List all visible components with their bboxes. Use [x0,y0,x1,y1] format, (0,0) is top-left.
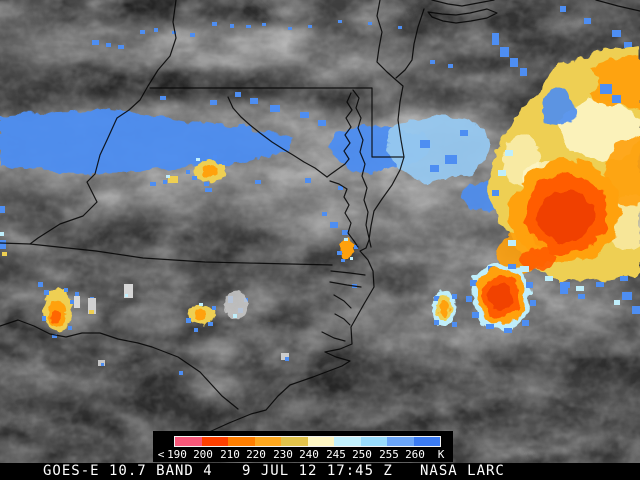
credit-label: NASA LARC [420,463,505,479]
connecticut-coast [431,0,495,7]
pennsylvania-westvirginia-border [29,0,177,245]
scale-segment [201,437,228,446]
chesapeake-west-shore [326,92,353,178]
tick-label: 190 [167,448,187,461]
tick-label: 210 [220,448,240,461]
chesapeake-west-shore-south [329,180,359,248]
virginia-southern-border [0,242,333,266]
delaware-river-delmarva-coast [365,0,405,249]
chesapeake-east-shore [352,89,372,248]
tick-label: < [157,448,165,461]
scale-segment [413,437,440,446]
tick-label: 200 [193,448,213,461]
tick-label: 245 [326,448,346,461]
mason-dixon-delaware-border [149,87,405,158]
scale-segment [175,437,202,446]
satellite-map [0,0,640,463]
tick-label: 230 [273,448,293,461]
temperature-scale-legend: < 190 200 210 220 230 240 245 250 255 26… [153,431,453,462]
north-carolina-cells [42,284,289,366]
west-virginia-cell [163,155,227,186]
scale-segment [360,437,387,446]
timestamp-label: 9 JUL 12 17:45 Z [242,463,393,479]
long-island [427,8,498,24]
potomac-river-border [227,96,328,178]
outer-banks-coastline [167,247,375,459]
temperature-tick-labels: < 190 200 210 220 230 240 245 250 255 26… [153,448,453,461]
tick-label: 260 [405,448,425,461]
tick-label: 240 [299,448,319,461]
tick-label: 220 [246,448,266,461]
cold-cloud-band-blue [0,6,640,375]
pamlico-sound-shores [321,294,352,342]
scale-segment [334,437,361,446]
tick-label-unit: K [437,448,445,461]
new-jersey-coast [395,8,425,79]
scale-segment [281,437,308,446]
cloud-shading-layer [0,0,640,463]
scale-segment [228,437,255,446]
scale-segment [307,437,334,446]
tennessee-northcarolina-border [0,319,153,348]
northcarolina-southcarolina-border [151,346,239,410]
state-borders-and-coastline [0,0,640,459]
small-offshore-cell [432,290,457,327]
scale-segment [387,437,414,446]
temperature-colorbar [174,436,441,447]
status-bar: GOES-E 10.7 BAND 4 9 JUL 12 17:45 Z NASA… [0,463,640,480]
tick-label: 250 [352,448,372,461]
new-england-coast [595,0,640,12]
storm-cells [42,155,536,366]
storm-complex-atlantic [487,44,640,291]
product-label: GOES-E 10.7 BAND 4 [43,463,213,479]
tick-label: 255 [379,448,399,461]
albemarle-sound [329,270,366,288]
scale-segment [254,437,281,446]
offshore-storm-cell [466,263,536,333]
